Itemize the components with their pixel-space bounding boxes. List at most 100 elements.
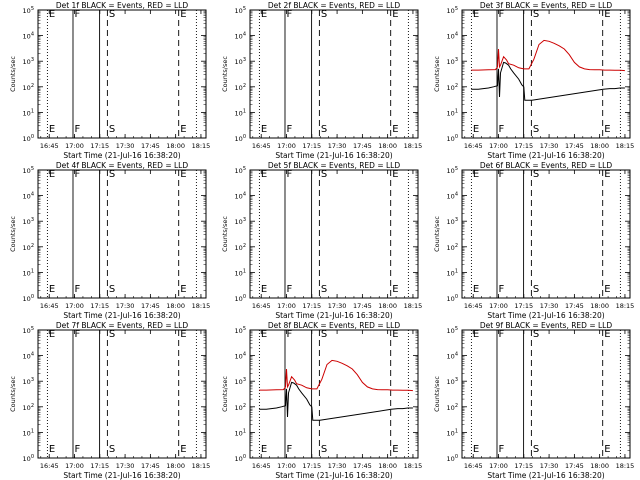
x-tick-label: 17:30 [116,462,135,470]
y-axis-label: Counts/sec [9,56,17,92]
marker-label: S [109,444,115,455]
y-tick-label: 100 [447,134,458,143]
lld-series-line [471,39,625,72]
y-tick-label: 100 [235,454,246,463]
y-tick-label: 101 [23,108,34,117]
x-tick-label: 18:00 [590,142,609,150]
marker-label-top: F [286,9,292,20]
y-tick-label: 104 [235,352,246,361]
marker-label-top: F [498,169,504,180]
marker-label: S [109,284,115,295]
panel-title: Det 7f BLACK = Events, RED = LLD [56,321,189,330]
x-tick-label: 17:15 [514,142,533,150]
y-tick-label: 105 [235,166,246,175]
panel-8: Det 8f BLACK = Events, RED = LLD Start Ti… [221,321,422,480]
marker-label: F [74,444,80,455]
marker-label-top: E [392,169,398,180]
marker-label-top: S [321,9,327,20]
x-tick-label: 17:00 [65,142,84,150]
marker-label-top: E [604,169,610,180]
marker-label-top: S [109,9,115,20]
x-tick-label: 17:45 [353,302,372,310]
y-axis-label: Counts/sec [221,216,229,252]
marker-label: S [321,444,327,455]
marker-label: E [49,124,55,135]
marker-label-top: E [261,169,267,180]
marker-label-top: S [321,169,327,180]
x-tick-label: 18:15 [616,462,635,470]
x-axis-label: Start Time (21-Jul-16 16:38:20) [487,151,604,160]
y-axis-label: Counts/sec [9,216,17,252]
x-tick-label: 16:45 [464,302,483,310]
y-tick-label: 102 [447,83,458,92]
panel-title: Det 4f BLACK = Events, RED = LLD [56,161,189,170]
x-tick-label: 17:15 [90,142,109,150]
x-tick-label: 16:45 [464,462,483,470]
x-tick-label: 18:15 [192,302,211,310]
x-axis-label: Start Time (21-Jul-16 16:38:20) [487,311,604,320]
y-tick-label: 104 [23,352,34,361]
x-tick-label: 17:00 [277,142,296,150]
x-tick-label: 18:00 [166,302,185,310]
marker-label: F [286,124,292,135]
y-tick-label: 103 [235,217,246,226]
marker-label: S [533,284,539,295]
marker-label: E [392,124,398,135]
y-tick-label: 105 [235,326,246,335]
marker-label-top: E [49,329,55,340]
x-axis-label: Start Time (21-Jul-16 16:38:20) [63,151,180,160]
x-tick-label: 17:45 [353,142,372,150]
x-tick-label: 18:15 [616,302,635,310]
x-axis-label: Start Time (21-Jul-16 16:38:20) [63,311,180,320]
x-tick-label: 18:00 [378,302,397,310]
x-tick-label: 18:15 [404,462,423,470]
marker-label: F [74,284,80,295]
y-tick-label: 104 [447,192,458,201]
panel-1: Det 1f BLACK = Events, RED = LLD Start Ti… [9,1,210,160]
x-tick-label: 17:15 [302,462,321,470]
y-tick-label: 100 [447,294,458,303]
marker-label-top: S [533,169,539,180]
plot-frame [461,9,631,139]
panel-2: Det 2f BLACK = Events, RED = LLD Start Ti… [221,1,422,160]
x-tick-label: 17:30 [116,302,135,310]
panel-title: Det 9f BLACK = Events, RED = LLD [480,321,613,330]
x-tick-label: 17:15 [90,302,109,310]
y-tick-label: 100 [23,454,34,463]
panel-title: Det 5f BLACK = Events, RED = LLD [268,161,401,170]
x-tick-label: 17:00 [65,302,84,310]
x-axis-label: Start Time (21-Jul-16 16:38:20) [63,471,180,480]
x-tick-label: 18:15 [192,142,211,150]
x-tick-label: 17:30 [540,142,559,150]
y-tick-label: 103 [447,217,458,226]
plot-frame [249,9,419,139]
x-axis-label: Start Time (21-Jul-16 16:38:20) [275,471,392,480]
y-tick-label: 103 [447,377,458,386]
plot-frame [249,169,419,299]
lld-series-line [259,359,413,392]
marker-label-top: E [392,9,398,20]
y-axis-label: Counts/sec [433,216,441,252]
x-tick-label: 17:45 [141,142,160,150]
panel-title: Det 3f BLACK = Events, RED = LLD [480,1,613,10]
y-tick-label: 101 [447,268,458,277]
y-axis-label: Counts/sec [221,56,229,92]
y-axis-label: Counts/sec [221,376,229,412]
marker-label: E [261,124,267,135]
x-tick-label: 18:15 [404,142,423,150]
marker-label: E [392,444,398,455]
marker-label-top: F [498,9,504,20]
marker-label-top: F [286,169,292,180]
y-tick-label: 105 [235,6,246,15]
x-tick-label: 17:30 [328,302,347,310]
marker-label: E [49,284,55,295]
plot-frame [37,9,207,139]
x-tick-label: 18:00 [166,142,185,150]
x-tick-label: 17:00 [489,142,508,150]
marker-label: E [49,444,55,455]
marker-label-top: F [286,329,292,340]
x-tick-label: 17:15 [514,462,533,470]
marker-label: E [180,284,186,295]
marker-label: F [286,444,292,455]
